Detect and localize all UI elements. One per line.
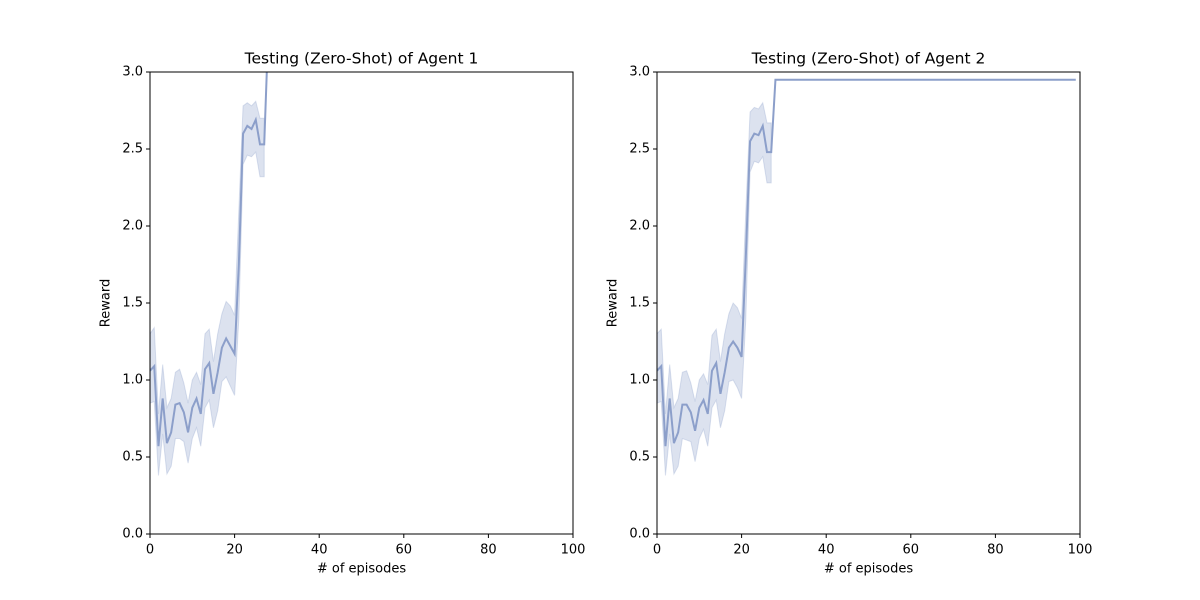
plot-area [657, 78, 1076, 476]
y-tick-label: 1.5 [122, 296, 143, 311]
plot-area [150, 72, 268, 476]
x-tick-label: 20 [733, 543, 750, 558]
x-tick-label: 0 [653, 543, 661, 558]
x-tick-label: 60 [903, 543, 920, 558]
x-tick-label: 60 [396, 543, 413, 558]
confidence-band [150, 100, 265, 476]
line [150, 72, 268, 447]
y-tick-label: 1.5 [629, 296, 650, 311]
x-tick-label: 80 [987, 543, 1004, 558]
line [657, 78, 1076, 447]
x-tick-label: 100 [561, 543, 586, 558]
y-tick-label: 3.0 [629, 65, 650, 80]
chart-title: Testing (Zero-Shot) of Agent 2 [751, 50, 986, 68]
y-tick-label: 0.5 [629, 450, 650, 465]
y-tick-label: 0.0 [122, 527, 143, 542]
x-tick-label: 0 [146, 543, 154, 558]
y-tick-label: 2.5 [629, 142, 650, 157]
x-tick-label: 40 [818, 543, 835, 558]
chart-title: Testing (Zero-Shot) of Agent 1 [244, 50, 479, 68]
y-tick-label: 2.0 [122, 219, 143, 234]
axes-frame [656, 71, 1081, 535]
x-axis-label: # of episodes [824, 562, 914, 577]
y-tick-label: 1.0 [629, 373, 650, 388]
y-tick-label: 0.5 [122, 450, 143, 465]
x-tick-label: 40 [311, 543, 328, 558]
y-tick-label: 2.5 [122, 142, 143, 157]
y-axis-label: Reward [606, 279, 621, 327]
y-tick-label: 2.0 [629, 219, 650, 234]
axes-frame [149, 71, 574, 535]
x-tick-label: 100 [1068, 543, 1093, 558]
y-tick-label: 1.0 [122, 373, 143, 388]
y-tick-label: 3.0 [122, 65, 143, 80]
x-axis-label: # of episodes [317, 562, 407, 577]
y-tick-label: 0.0 [629, 527, 650, 542]
y-axis-label: Reward [99, 279, 114, 327]
x-tick-label: 20 [226, 543, 243, 558]
confidence-band [657, 101, 772, 476]
x-tick-label: 80 [480, 543, 497, 558]
